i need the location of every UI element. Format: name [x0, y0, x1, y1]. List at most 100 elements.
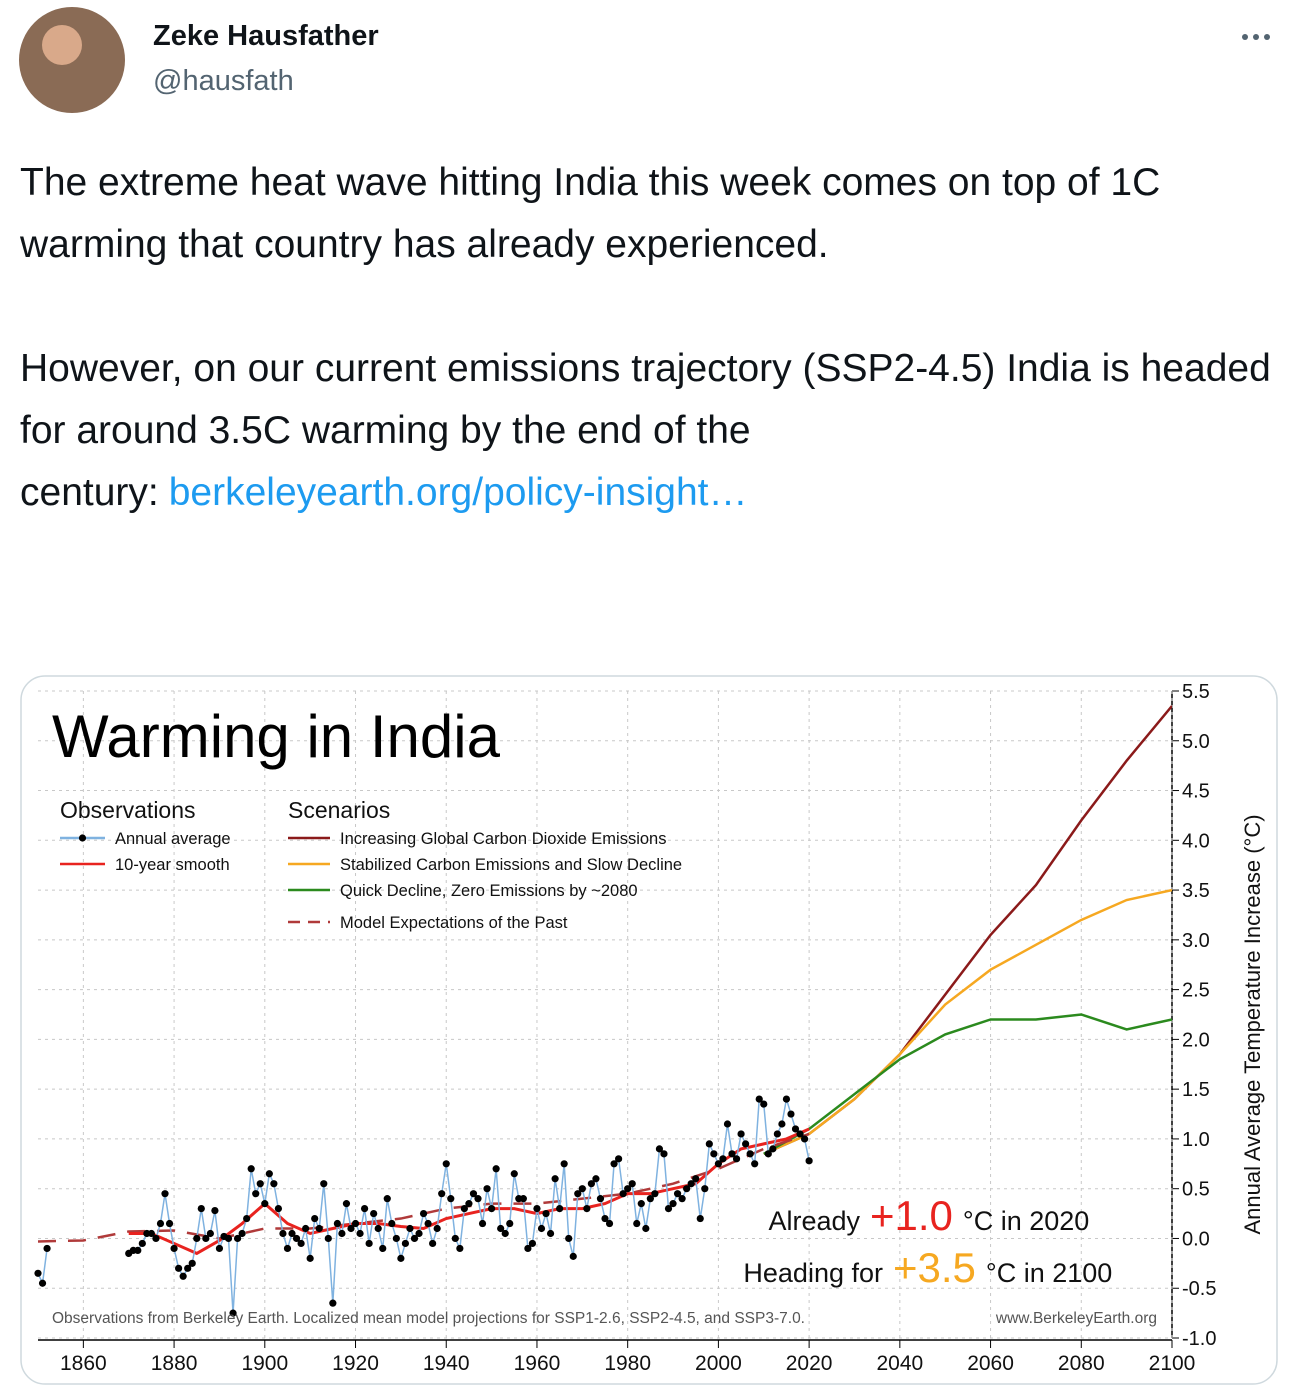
data-point	[696, 1214, 704, 1223]
data-point	[442, 1160, 450, 1168]
data-point	[397, 1254, 405, 1262]
data-point	[265, 1170, 273, 1178]
data-point	[633, 1219, 641, 1228]
data-point	[306, 1254, 314, 1262]
data-point	[429, 1239, 437, 1248]
legend-label: Quick Decline, Zero Emissions by ~2080	[340, 882, 638, 900]
legend-label: 10-year smooth	[115, 856, 230, 874]
data-point	[528, 1239, 537, 1248]
data-point	[456, 1244, 464, 1253]
data-point	[805, 1157, 813, 1165]
annotation-value: +1.0	[870, 1192, 953, 1239]
data-point	[560, 1160, 568, 1168]
data-point	[338, 1229, 346, 1238]
y-tick-label: 5.5	[1182, 681, 1210, 703]
data-point	[193, 1234, 201, 1243]
y-tick-label: 4.5	[1182, 781, 1210, 803]
annotation-text: °C in 2100	[986, 1258, 1112, 1288]
annotation-text: °C in 2020	[963, 1206, 1089, 1236]
author-name[interactable]: Zeke Hausfather	[153, 20, 379, 52]
data-point	[261, 1200, 269, 1208]
x-tick-label: 1880	[151, 1352, 198, 1375]
data-point	[156, 1219, 165, 1228]
data-point	[324, 1234, 332, 1243]
data-point	[723, 1120, 732, 1128]
data-point	[202, 1234, 210, 1243]
data-point	[388, 1219, 396, 1228]
data-point	[347, 1224, 355, 1233]
y-tick-label: -1.0	[1182, 1328, 1216, 1350]
chart-card: -1.0 -0.5 0.0 0.5 1.0 1.5 2.0 2.5 3.0 3.5 4.0 4.5 5.…	[21, 676, 1277, 1384]
data-point	[624, 1185, 632, 1193]
data-point	[401, 1239, 410, 1248]
menu-dot[interactable]	[1242, 34, 1248, 40]
data-point	[601, 1214, 609, 1223]
x-tick-label: 1920	[332, 1352, 379, 1375]
data-point	[551, 1175, 559, 1183]
data-point	[238, 1229, 246, 1238]
data-point	[129, 1246, 137, 1255]
header-graphics	[19, 7, 1270, 113]
y-tick-label: 5.0	[1182, 731, 1210, 753]
x-tick-label: 2100	[1149, 1352, 1196, 1375]
data-point	[333, 1219, 341, 1228]
data-point	[800, 1135, 809, 1143]
data-point	[175, 1264, 183, 1272]
y-tick-label: 3.5	[1182, 880, 1210, 902]
data-point	[497, 1224, 505, 1233]
data-point	[655, 1145, 664, 1153]
series-line	[763, 705, 1172, 1155]
data-point	[596, 1195, 605, 1203]
annotation-value: +3.5	[893, 1244, 976, 1291]
data-point	[329, 1299, 337, 1307]
data-point	[651, 1190, 659, 1198]
y-tick-label: 3.0	[1182, 930, 1210, 952]
data-point	[760, 1100, 768, 1108]
data-point	[460, 1205, 468, 1213]
menu-dot[interactable]	[1253, 34, 1259, 40]
data-point	[664, 1205, 673, 1213]
paragraph: However, on our current emissions trajec…	[20, 338, 1282, 524]
data-point	[692, 1175, 700, 1183]
data-point	[524, 1244, 532, 1253]
legend-label: Model Expectations of the Past	[340, 914, 568, 932]
paragraph-text: However, on our current emissions trajec…	[20, 347, 1271, 514]
data-point	[147, 1229, 155, 1238]
data-point	[211, 1206, 219, 1215]
source: www.BerkeleyEarth.org	[995, 1310, 1157, 1327]
data-point	[565, 1234, 573, 1243]
data-point	[419, 1209, 428, 1218]
data-point	[43, 1244, 51, 1253]
data-point	[34, 1269, 42, 1277]
series-line	[128, 1127, 810, 1256]
data-point	[669, 1200, 677, 1208]
series-line	[37, 1132, 810, 1243]
data-point	[415, 1229, 423, 1238]
data-point	[292, 1234, 301, 1243]
x-tick-label: 1900	[241, 1352, 288, 1375]
data-point	[705, 1140, 713, 1148]
data-point	[615, 1155, 623, 1163]
author-handle[interactable]: @hausfath	[153, 65, 294, 97]
data-point	[311, 1214, 319, 1223]
data-point	[188, 1259, 196, 1267]
data-point	[469, 1190, 478, 1198]
legend-title: Observations	[60, 797, 196, 823]
data-point	[410, 1234, 419, 1243]
data-point	[474, 1195, 482, 1203]
data-point	[678, 1195, 686, 1203]
y-tick-label: 1.0	[1182, 1129, 1210, 1151]
data-point	[370, 1209, 378, 1218]
data-point	[583, 1205, 591, 1213]
y-tick-label: 4.0	[1182, 830, 1210, 852]
data-point	[374, 1224, 382, 1233]
link[interactable]: berkeleyearth.org/policy-insight…	[168, 471, 748, 514]
data-point	[742, 1140, 750, 1148]
menu-dot[interactable]	[1264, 34, 1270, 40]
data-point	[406, 1224, 414, 1233]
data-point	[746, 1150, 754, 1158]
data-point	[769, 1145, 777, 1153]
data-point	[569, 1252, 577, 1260]
data-point	[152, 1234, 160, 1243]
